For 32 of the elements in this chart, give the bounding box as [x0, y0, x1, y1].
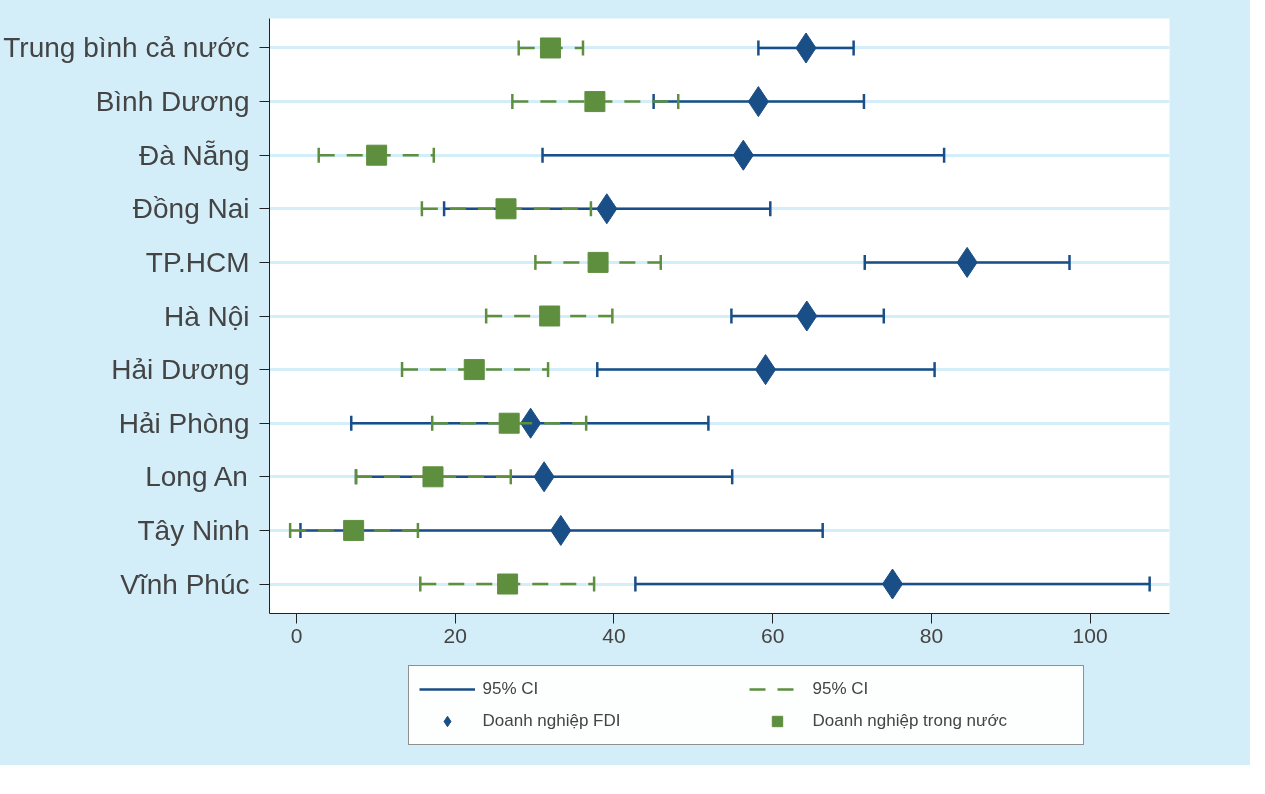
- y-tick-label: Hải Dương: [111, 354, 250, 386]
- y-tick-label: Trung bình cả nước: [3, 32, 250, 64]
- y-tick-label: Long An: [145, 461, 248, 493]
- y-tick-label: Đà Nẵng: [138, 139, 250, 171]
- point: [497, 573, 519, 595]
- text: 95% CI: [482, 679, 540, 699]
- x-tick-label: 40: [602, 623, 626, 647]
- x-tick-label: 0: [290, 623, 303, 647]
- y-tick-label: Vĩnh Phúc: [120, 568, 250, 600]
- point: [587, 251, 609, 273]
- legend-label: Doanh nghiệp FDI: [482, 711, 622, 731]
- y-tick-label: Đồng Nai: [132, 193, 250, 225]
- point: [495, 198, 517, 220]
- point: [498, 412, 520, 434]
- point: [366, 144, 388, 166]
- point: [539, 305, 561, 327]
- y-tick-label: Bình Dương: [95, 86, 250, 118]
- y-tick-label: Hà Nội: [163, 300, 250, 332]
- x-tick-label: 80: [919, 623, 944, 647]
- x-tick-label: 100: [1072, 623, 1108, 647]
- y-tick-label: Tây Ninh: [137, 514, 250, 546]
- x-tick-label: 60: [761, 623, 785, 647]
- point: [539, 37, 561, 59]
- point: [343, 519, 365, 541]
- legend-label: Doanh nghiệp trong nước: [812, 711, 1009, 731]
- point: [463, 359, 485, 381]
- x-tick-label: 20: [443, 623, 467, 647]
- y-tick-label: Hải Phòng: [118, 407, 250, 439]
- text: 95% CI: [812, 679, 870, 699]
- point: [584, 91, 606, 113]
- y-tick-label: TP.HCM: [145, 246, 250, 278]
- point: [422, 466, 444, 488]
